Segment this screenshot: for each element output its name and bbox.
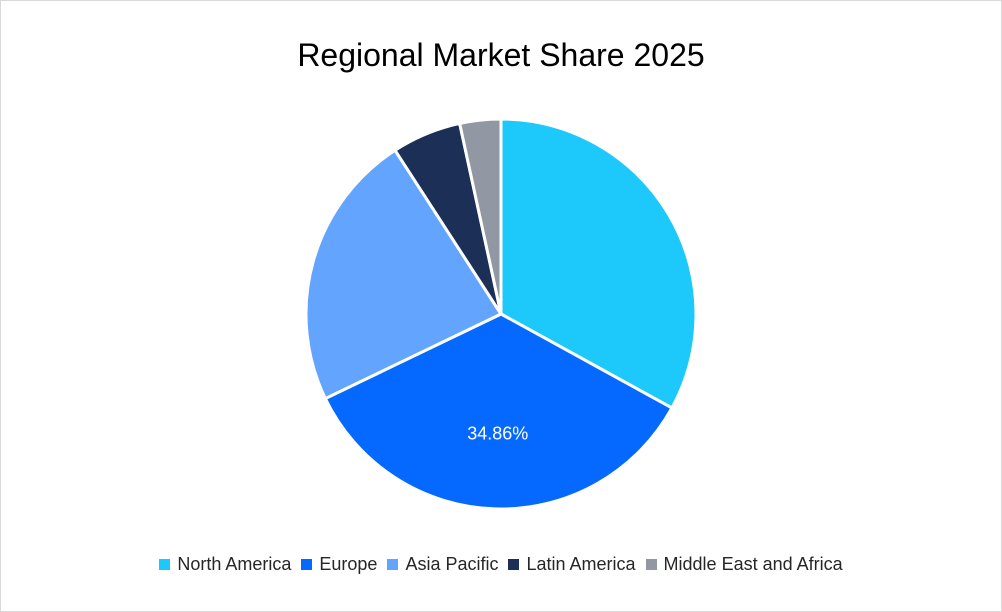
data-label-europe: 34.86% bbox=[467, 424, 528, 444]
legend-swatch bbox=[301, 559, 313, 570]
pie-slice-europe[interactable] bbox=[323, 312, 674, 511]
chart-legend: North America Europe Asia Pacific Latin Ame… bbox=[1, 554, 1001, 575]
legend-swatch bbox=[387, 559, 399, 570]
legend-swatch bbox=[645, 559, 657, 570]
legend-swatch bbox=[159, 559, 171, 570]
pie-slice-asia-pacific[interactable] bbox=[304, 148, 503, 401]
legend-item[interactable]: North America bbox=[159, 554, 291, 575]
pie-slice-middle-east-and-africa[interactable] bbox=[458, 117, 503, 316]
legend-label: Asia Pacific bbox=[405, 554, 499, 574]
legend-label: Middle East and Africa bbox=[663, 554, 843, 574]
legend-item[interactable]: Europe bbox=[301, 554, 377, 575]
legend-item[interactable]: Asia Pacific bbox=[387, 554, 498, 575]
legend-item[interactable]: Latin America bbox=[508, 554, 636, 575]
legend-item[interactable]: Middle East and Africa bbox=[645, 554, 843, 575]
legend-label: North America bbox=[177, 554, 292, 574]
pie-slice-north-america[interactable] bbox=[499, 117, 698, 410]
chart-title: Regional Market Share 2025 bbox=[297, 37, 705, 73]
legend-label: Europe bbox=[319, 554, 378, 574]
legend-swatch bbox=[508, 559, 520, 570]
legend-label: Latin America bbox=[526, 554, 636, 574]
